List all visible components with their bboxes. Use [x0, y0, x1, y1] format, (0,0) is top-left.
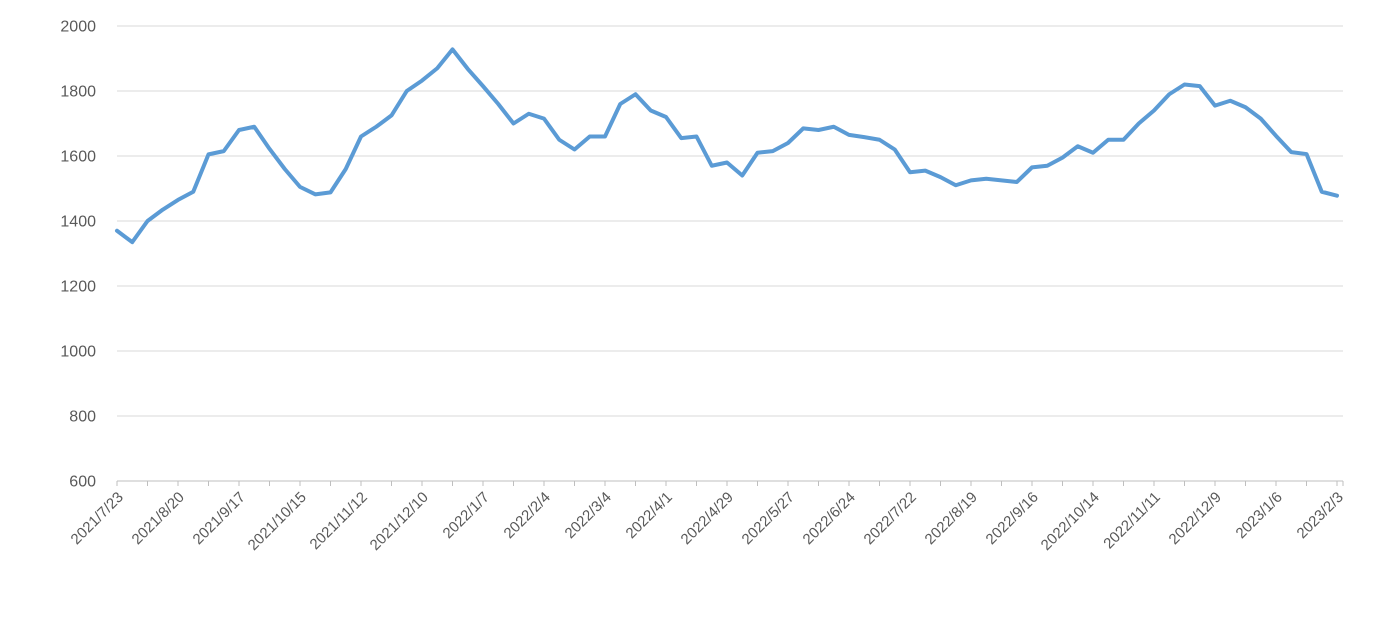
x-axis-tick-label: 2021/7/23 — [68, 489, 127, 548]
x-axis-tick-label: 2022/5/27 — [739, 489, 798, 548]
y-axis-tick-label: 2000 — [60, 19, 96, 36]
y-axis-tick-label: 1800 — [60, 84, 96, 101]
x-axis-tick-label: 2022/2/4 — [501, 489, 554, 542]
x-axis-tick-label: 2021/8/20 — [129, 489, 188, 548]
x-axis-tick-label: 2023/2/3 — [1294, 489, 1347, 542]
x-axis-tick-label: 2022/10/14 — [1038, 489, 1103, 554]
x-axis-tick-label: 2021/12/10 — [367, 489, 432, 554]
x-axis-tick-label: 2022/8/19 — [922, 489, 981, 548]
x-axis-tick-label: 2022/4/1 — [623, 489, 676, 542]
x-axis-tick-label: 2021/10/15 — [245, 489, 310, 554]
data-series-line — [115, 47, 1339, 245]
y-axis-tick-label: 1000 — [60, 344, 96, 361]
x-axis-tick-label: 2022/4/29 — [678, 489, 737, 548]
x-axis-tick-label: 2022/1/7 — [440, 489, 493, 542]
x-axis — [116, 480, 1344, 486]
x-axis-tick-label: 2022/9/16 — [983, 489, 1042, 548]
x-axis-labels: 2021/7/23 2021/8/20 2021/9/172021/10/15202… — [68, 489, 1347, 554]
y-axis-tick-label: 800 — [69, 409, 96, 426]
y-axis-tick-label: 1200 — [60, 279, 96, 296]
y-axis-labels: 600 800 1000 1200 1400 1600 1800 2000 — [60, 19, 96, 491]
y-axis-tick-label: 1600 — [60, 149, 96, 166]
y-axis-tick-label: 1400 — [60, 214, 96, 231]
x-axis-tick-label: 2021/11/12 — [307, 489, 371, 553]
x-axis-tick-label: 2023/1/6 — [1233, 489, 1286, 542]
x-axis-tick-label: 2022/11/11 — [1100, 489, 1164, 553]
gridlines — [117, 25, 1343, 482]
x-axis-tick-label: 2022/6/24 — [800, 489, 859, 548]
y-axis-tick-label: 600 — [69, 474, 96, 491]
x-axis-tick-label: 2022/7/22 — [861, 489, 920, 548]
x-axis-tick-label: 2022/3/4 — [562, 489, 615, 542]
plot-area — [115, 47, 1339, 245]
x-axis-tick-label: 2021/9/17 — [190, 489, 249, 548]
x-axis-tick-label: 2022/12/9 — [1166, 489, 1225, 548]
